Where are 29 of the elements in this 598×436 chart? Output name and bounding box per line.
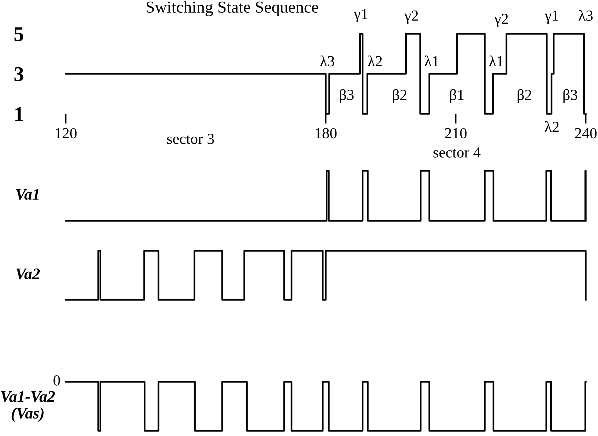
- y-axis-title: Va1-Va2 (Vas): [1, 391, 56, 422]
- x-tick-label: 210: [445, 128, 467, 139]
- text: sector 3: [167, 134, 214, 144]
- text: λ2: [545, 121, 559, 132]
- text: γ2: [404, 10, 418, 24]
- annotation: λ2: [368, 56, 382, 66]
- y-tick-label: 1: [16, 107, 24, 122]
- text: sector 4: [434, 148, 481, 158]
- text: γ2: [494, 14, 508, 28]
- annotation: β1: [450, 89, 464, 104]
- annotation: λ1: [489, 56, 504, 66]
- annotation: λ3: [320, 56, 334, 67]
- x-tick-label: 120: [56, 128, 77, 139]
- x-tick-label: 180: [316, 128, 337, 139]
- text: 0: [54, 376, 60, 386]
- y-tick-label: 5: [14, 28, 24, 42]
- chart-title: Switching State Sequence: [146, 1, 318, 16]
- y-tick-label: 3: [14, 67, 24, 82]
- text: γ1: [544, 10, 558, 24]
- y-axis-title: Va2: [16, 268, 40, 280]
- text: γ1: [354, 9, 368, 23]
- annotation: β3: [564, 89, 578, 104]
- annotation: λ1: [424, 56, 439, 66]
- annotation: β3: [340, 89, 354, 104]
- annotation: β2: [518, 89, 532, 104]
- text: λ3: [578, 10, 593, 22]
- x-tick-label: 240: [575, 128, 597, 139]
- y-axis-title: Va1: [16, 189, 39, 200]
- annotation: β2: [393, 89, 407, 104]
